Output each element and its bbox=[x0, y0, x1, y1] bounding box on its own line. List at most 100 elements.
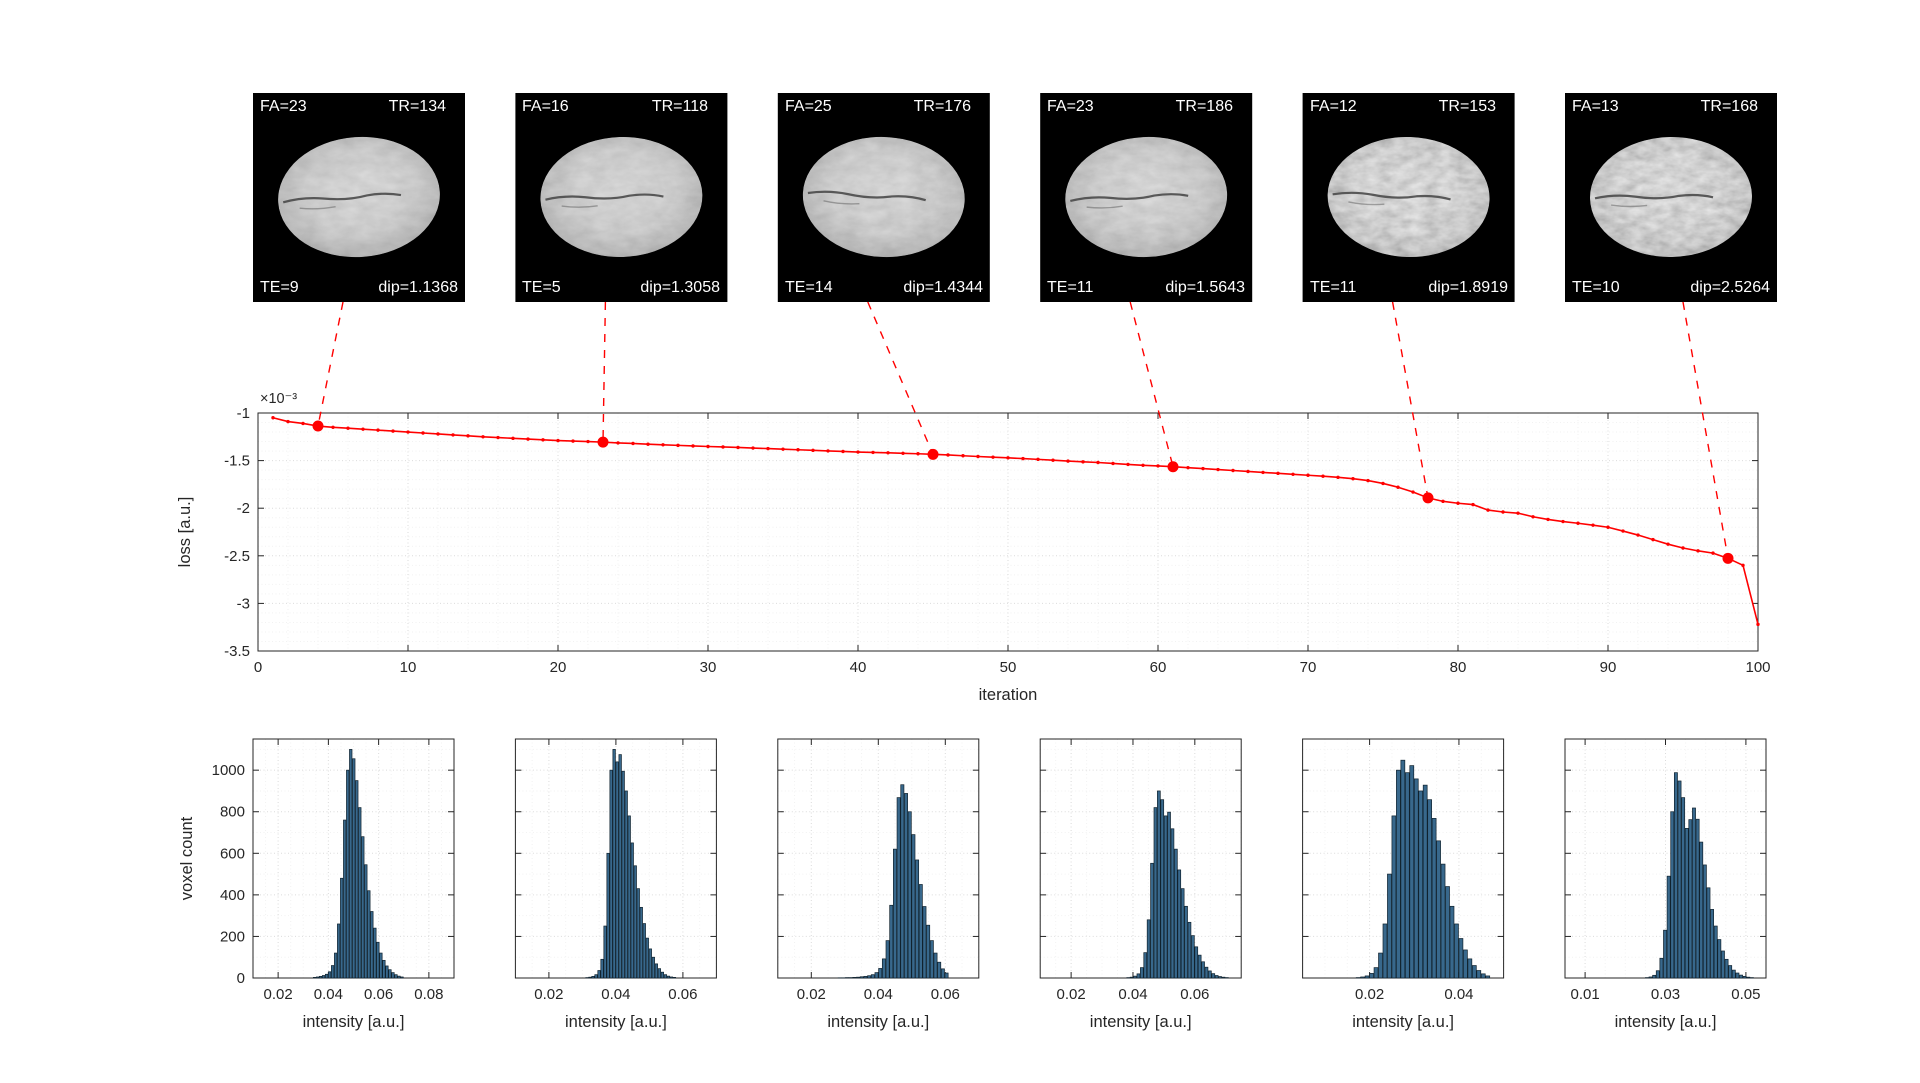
te-label: TE=5 bbox=[522, 279, 561, 296]
fa-label: FA=25 bbox=[785, 98, 832, 115]
tr-label: TR=176 bbox=[913, 98, 971, 115]
fa-label: FA=23 bbox=[1047, 98, 1094, 115]
tr-label: TR=118 bbox=[651, 98, 708, 115]
fa-label: FA=16 bbox=[522, 98, 569, 115]
y-exponent-label: ×10⁻³ bbox=[260, 391, 297, 407]
brain-image-2 bbox=[777, 93, 990, 302]
te-label: TE=10 bbox=[1572, 279, 1620, 296]
fa-label: FA=13 bbox=[1572, 98, 1619, 115]
brain-panel-2: FA=25 TR=176 TE=14 dip=1.4344 bbox=[778, 93, 990, 302]
marked-iteration-dot bbox=[927, 448, 939, 460]
x-axis-label: intensity [a.u.] bbox=[1352, 1013, 1454, 1031]
marked-iteration-dot bbox=[1722, 552, 1734, 564]
loss-chart: 0 10 20 30 40 50 60 70 80 90 100 -3.5 -3 -2.5 -2 -1.5 -1… bbox=[176, 301, 1771, 704]
fa-label: FA=23 bbox=[260, 98, 307, 115]
fa-label: FA=12 bbox=[1310, 98, 1357, 115]
svg-text:0.06: 0.06 bbox=[1180, 986, 1209, 1003]
histogram-5: 0.01 0.03 0.05 intensity [a.u.] bbox=[1564, 738, 1767, 1031]
brain-panel-4: FA=12 TR=153 TE=11 dip=1.8919 bbox=[1303, 93, 1515, 302]
svg-text:0.01: 0.01 bbox=[1570, 986, 1599, 1003]
brain-panel-5: FA=13 TR=168 TE=10 dip=2.5264 bbox=[1565, 93, 1777, 302]
svg-text:0.08: 0.08 bbox=[414, 986, 443, 1003]
brain-panel-1: FA=16 TR=118 TE=5 dip=1.3058 bbox=[515, 93, 727, 302]
svg-text:100: 100 bbox=[1745, 659, 1770, 676]
svg-text:0.04: 0.04 bbox=[314, 986, 343, 1003]
svg-text:0.02: 0.02 bbox=[1355, 986, 1384, 1003]
svg-text:-3.5: -3.5 bbox=[224, 643, 250, 660]
dip-label: dip=1.8919 bbox=[1428, 279, 1508, 296]
marked-iteration-dot bbox=[1167, 461, 1179, 473]
brain-panel-3: FA=23 TR=186 TE=11 dip=1.5643 bbox=[1040, 93, 1252, 302]
svg-text:0.02: 0.02 bbox=[1057, 986, 1086, 1003]
svg-text:0.04: 0.04 bbox=[601, 986, 630, 1003]
svg-text:0: 0 bbox=[254, 659, 262, 676]
brain-image-0 bbox=[253, 93, 465, 302]
dip-label: dip=1.4344 bbox=[903, 279, 983, 296]
svg-text:70: 70 bbox=[1300, 659, 1317, 676]
svg-text:800: 800 bbox=[220, 804, 245, 821]
svg-text:90: 90 bbox=[1600, 659, 1617, 676]
brain-image-5 bbox=[1565, 93, 1777, 302]
svg-text:80: 80 bbox=[1450, 659, 1467, 676]
brain-panel-0: FA=23 TR=134 TE=9 dip=1.1368 bbox=[253, 93, 465, 302]
marked-iteration-dot bbox=[597, 436, 609, 448]
y-axis-label: voxel count bbox=[178, 816, 196, 900]
svg-text:0.04: 0.04 bbox=[1444, 986, 1473, 1003]
svg-text:0.05: 0.05 bbox=[1731, 986, 1760, 1003]
svg-text:40: 40 bbox=[850, 659, 867, 676]
svg-text:-1: -1 bbox=[237, 405, 250, 422]
tr-label: TR=134 bbox=[388, 98, 446, 115]
svg-text:0.06: 0.06 bbox=[668, 986, 697, 1003]
svg-text:0.02: 0.02 bbox=[797, 986, 826, 1003]
tr-label: TR=168 bbox=[1700, 98, 1758, 115]
dip-label: dip=2.5264 bbox=[1690, 279, 1770, 296]
brain-image-4 bbox=[1302, 93, 1515, 302]
dip-label: dip=1.3058 bbox=[640, 279, 720, 296]
x-axis-label: intensity [a.u.] bbox=[827, 1013, 929, 1031]
svg-text:0.02: 0.02 bbox=[264, 986, 293, 1003]
x-axis-label: intensity [a.u.] bbox=[565, 1013, 667, 1031]
svg-text:20: 20 bbox=[550, 659, 567, 676]
brain-images bbox=[253, 93, 1777, 302]
svg-text:-3: -3 bbox=[237, 595, 250, 612]
te-label: TE=11 bbox=[1047, 279, 1094, 296]
dip-label: dip=1.1368 bbox=[378, 279, 458, 296]
svg-text:0: 0 bbox=[237, 970, 245, 987]
svg-text:1000: 1000 bbox=[212, 762, 245, 779]
x-axis-label: intensity [a.u.] bbox=[303, 1013, 405, 1031]
svg-text:-2: -2 bbox=[237, 500, 250, 517]
connector-lines bbox=[317, 301, 1729, 559]
svg-text:0.06: 0.06 bbox=[931, 986, 960, 1003]
svg-text:-2.5: -2.5 bbox=[224, 548, 250, 565]
te-label: TE=11 bbox=[1310, 279, 1357, 296]
histogram-0: 0.02 0.04 0.06 0.08 0 200 400 600 800 1000 intensi… bbox=[178, 738, 455, 1031]
svg-text:50: 50 bbox=[1000, 659, 1017, 676]
svg-text:600: 600 bbox=[220, 845, 245, 862]
x-axis-label: iteration bbox=[979, 686, 1038, 704]
svg-text:60: 60 bbox=[1150, 659, 1167, 676]
y-axis-label: loss [a.u.] bbox=[176, 497, 194, 568]
svg-text:10: 10 bbox=[400, 659, 417, 676]
svg-text:0.06: 0.06 bbox=[364, 986, 393, 1003]
x-axis-label: intensity [a.u.] bbox=[1615, 1013, 1717, 1031]
x-axis-label: intensity [a.u.] bbox=[1090, 1013, 1192, 1031]
te-label: TE=14 bbox=[785, 279, 833, 296]
svg-text:0.04: 0.04 bbox=[1118, 986, 1147, 1003]
histogram-4: 0.02 0.04 intensity [a.u.] bbox=[1302, 738, 1505, 1031]
marked-iteration-dot bbox=[312, 420, 324, 432]
histogram-3: 0.02 0.04 0.06 intensity [a.u.] bbox=[1039, 738, 1242, 1031]
svg-text:30: 30 bbox=[700, 659, 717, 676]
svg-text:0.04: 0.04 bbox=[864, 986, 893, 1003]
svg-text:0.03: 0.03 bbox=[1651, 986, 1680, 1003]
svg-text:0.02: 0.02 bbox=[534, 986, 563, 1003]
loss-line bbox=[272, 416, 1759, 625]
svg-text:200: 200 bbox=[220, 928, 245, 945]
dip-label: dip=1.5643 bbox=[1165, 279, 1245, 296]
marked-iteration-dot bbox=[1422, 492, 1434, 504]
tr-label: TR=186 bbox=[1175, 98, 1233, 115]
brain-image-3 bbox=[1040, 93, 1253, 302]
